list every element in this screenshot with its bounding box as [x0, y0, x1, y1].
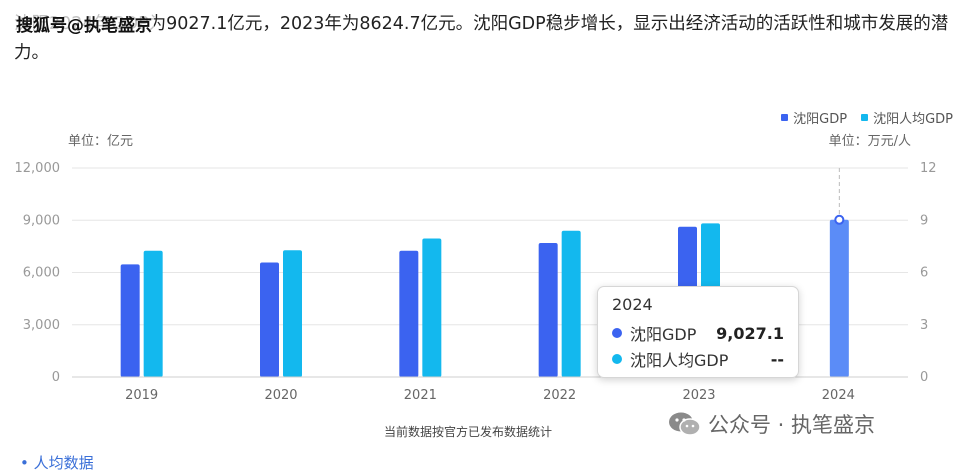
- left-axis-unit: 单位：亿元: [68, 134, 134, 149]
- article-text: 沈阳2024年GDP为9027.1亿元，2023年为8624.7亿元。沈阳GDP…: [14, 14, 949, 63]
- x-tick-label: 2022: [543, 388, 576, 403]
- sohu-watermark: 搜狐号@执笔盛京: [14, 11, 154, 36]
- chart-legend: 沈阳GDP 沈阳人均GDP: [781, 108, 953, 127]
- left-tick-label: 0: [52, 370, 60, 385]
- right-tick-label: 6: [920, 266, 928, 281]
- x-tick-label: 2021: [404, 388, 437, 403]
- right-axis-unit: 单位：万元/人: [828, 134, 911, 149]
- left-tick-label: 12,000: [15, 161, 61, 176]
- x-tick-label: 2024: [822, 388, 855, 403]
- legend-item-per-capita[interactable]: 沈阳人均GDP: [861, 108, 953, 127]
- gdp-bar-chart[interactable]: 0 0 3,000 3 6,000 6 9,000 9 12,000 12 2019 2020 2021…: [0, 95, 963, 415]
- x-tick-label: 2019: [125, 388, 158, 403]
- bar-gdp: [120, 264, 140, 377]
- bar-per-capita: [283, 250, 302, 377]
- tooltip-value-gdp: 9,027.1: [716, 323, 784, 343]
- cut-off-heading[interactable]: • 人均数据: [20, 454, 94, 472]
- tooltip-row-gdp: 沈阳GDP 9,027.1: [612, 321, 784, 345]
- tooltip-row-per-capita: 沈阳人均GDP --: [612, 347, 784, 371]
- tooltip-label-per-capita: 沈阳人均GDP: [630, 351, 729, 370]
- bar-gdp: [260, 262, 279, 377]
- left-tick-label: 9,000: [23, 213, 60, 228]
- tooltip-label-gdp: 沈阳GDP: [630, 325, 697, 344]
- bar-gdp: [829, 219, 849, 377]
- x-tick-label: 2020: [264, 388, 297, 403]
- right-tick-label: 0: [920, 370, 928, 385]
- bar-per-capita: [561, 230, 581, 377]
- wechat-icon: [669, 412, 701, 436]
- hover-point: [834, 214, 845, 225]
- chart-tooltip: 2024 沈阳GDP 9,027.1 沈阳人均GDP --: [597, 286, 799, 378]
- tooltip-value-per-capita: --: [770, 349, 784, 369]
- tooltip-title: 2024: [612, 295, 653, 314]
- right-tick-label: 9: [920, 213, 928, 228]
- wechat-watermark: 公众号 · 执笔盛京: [668, 409, 875, 439]
- left-tick-label: 3,000: [23, 318, 60, 333]
- tooltip-dot-gdp: [612, 328, 622, 338]
- bar-per-capita: [143, 250, 163, 377]
- data-source-note: 当前数据按官方已发布数据统计: [384, 425, 553, 439]
- bar-gdp: [538, 242, 558, 377]
- bar-gdp: [399, 250, 419, 377]
- legend-label-gdp: 沈阳GDP: [793, 112, 848, 127]
- right-tick-label: 3: [920, 318, 928, 333]
- right-tick-label: 12: [920, 161, 937, 176]
- legend-swatch-gdp: [781, 114, 789, 121]
- wechat-watermark-text: 公众号 · 执笔盛京: [708, 413, 876, 437]
- legend-swatch-per-capita: [861, 114, 869, 121]
- left-tick-label: 6,000: [23, 266, 60, 281]
- tooltip-dot-per-capita: [612, 354, 622, 364]
- legend-item-gdp[interactable]: 沈阳GDP: [781, 108, 847, 127]
- bar-per-capita: [422, 238, 442, 377]
- legend-label-per-capita: 沈阳人均GDP: [873, 112, 953, 127]
- x-tick-label: 2023: [682, 388, 715, 403]
